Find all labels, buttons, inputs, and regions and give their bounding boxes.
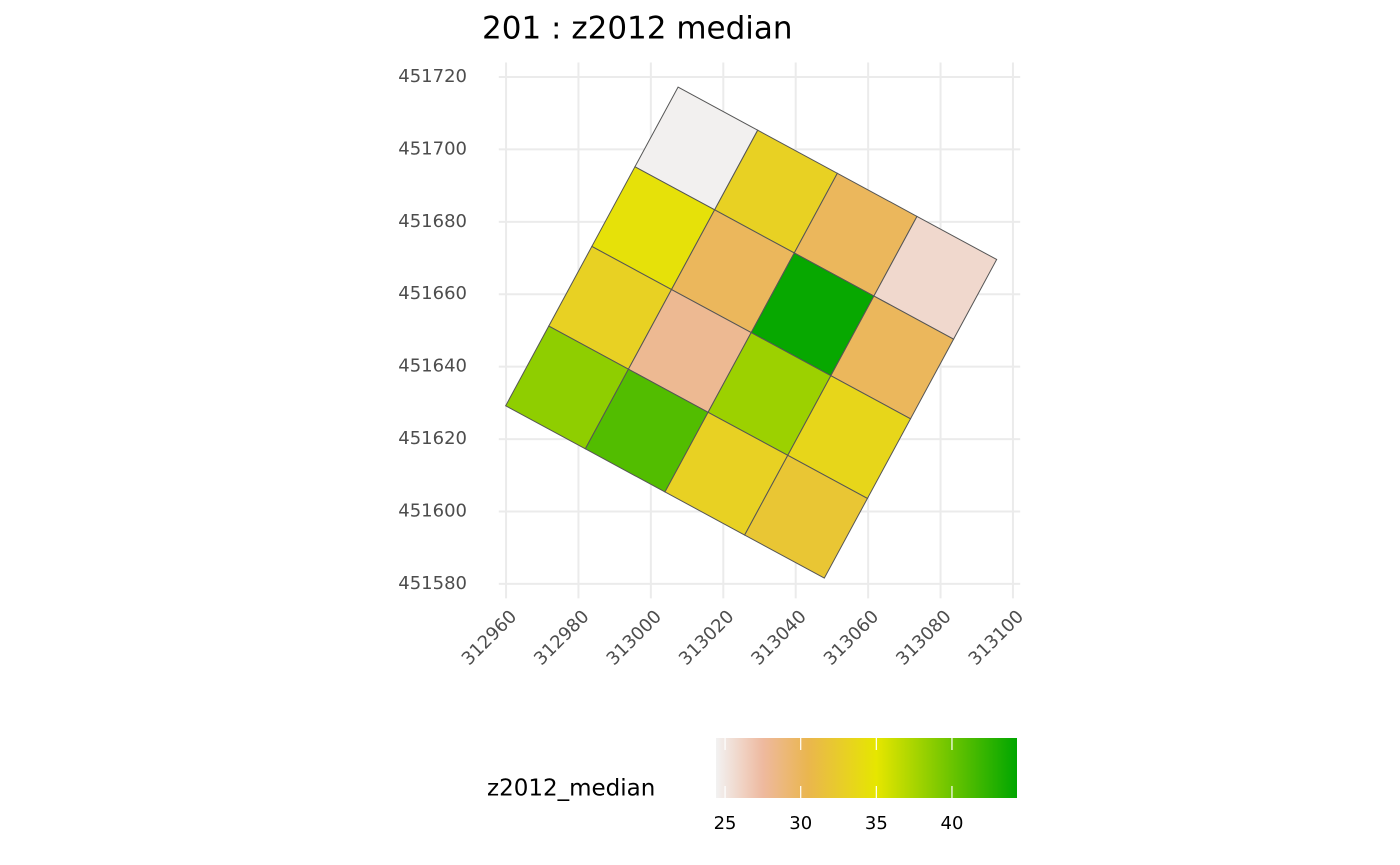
y-tick-label: 451660 [398, 283, 467, 304]
y-tick-label: 451600 [398, 500, 467, 521]
cell [743, 454, 869, 579]
x-tick-label: 313020 [675, 606, 738, 669]
legend-tick-label: 30 [789, 813, 812, 834]
x-tick-label: 312960 [458, 606, 521, 669]
y-tick-label: 451580 [398, 573, 467, 594]
legend-tick-label: 25 [714, 813, 737, 834]
x-tick-label: 313000 [603, 606, 666, 669]
x-tick-label: 313060 [820, 606, 883, 669]
legend-tick-label: 40 [941, 813, 964, 834]
y-tick-label: 451720 [398, 66, 467, 87]
y-tick-label: 451640 [398, 356, 467, 377]
chart-title: 201 : z2012 median [482, 11, 793, 47]
colorbar [716, 738, 1017, 798]
x-tick-label: 313040 [747, 606, 810, 669]
y-tick-label: 451680 [398, 211, 467, 232]
y-tick-label: 451620 [398, 428, 467, 449]
legend-tick-label: 35 [865, 813, 888, 834]
legend-title: z2012_median [487, 776, 655, 802]
x-tick-label: 312980 [530, 606, 593, 669]
x-tick-label: 313100 [965, 606, 1028, 669]
x-tick-label: 313080 [892, 606, 955, 669]
y-tick-label: 451700 [398, 138, 467, 159]
